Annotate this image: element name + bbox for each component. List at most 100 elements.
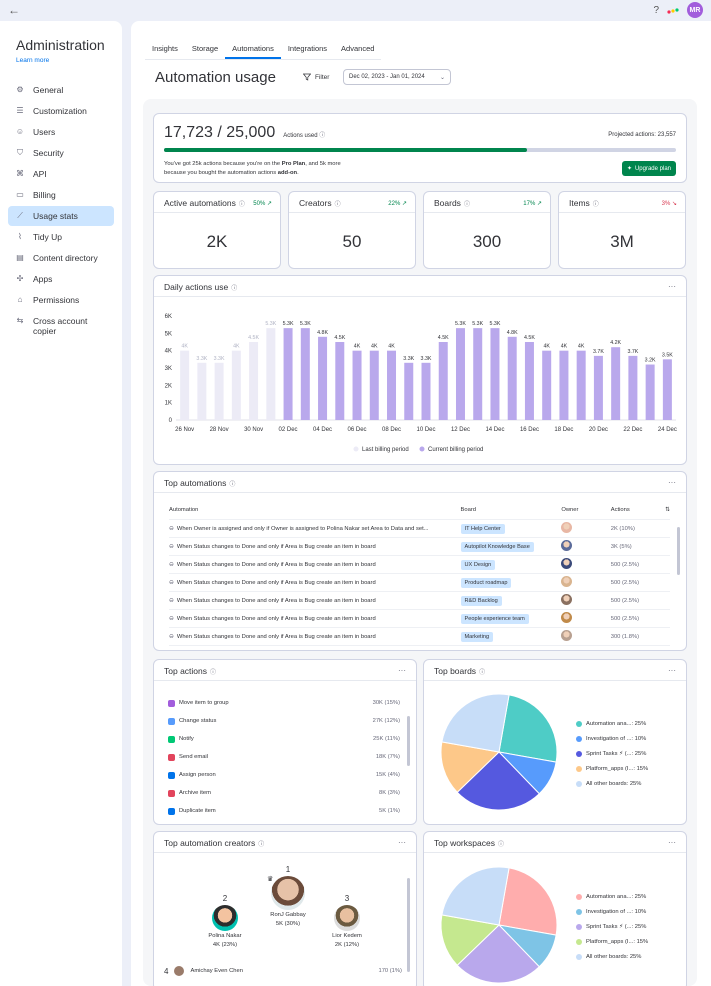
tab-storage[interactable]: Storage <box>191 44 219 53</box>
bar[interactable] <box>266 328 276 420</box>
tab-integrations[interactable]: Integrations <box>287 44 328 53</box>
bar[interactable] <box>473 328 483 420</box>
tab-insights[interactable]: Insights <box>152 44 178 53</box>
avatar[interactable] <box>561 540 573 551</box>
sidebar-item-cross-account-copier[interactable]: ⇆ Cross account copier <box>8 311 114 341</box>
avatar[interactable] <box>561 630 573 641</box>
table-row[interactable]: ⊖ When Status changes to Done and only if… <box>169 592 670 610</box>
bar[interactable] <box>318 336 328 420</box>
user-avatar[interactable]: MR <box>687 2 703 18</box>
sidebar-item-usage-stats[interactable]: ⟋ Usage stats <box>8 206 114 226</box>
bar[interactable] <box>214 362 224 420</box>
bar[interactable] <box>387 350 397 420</box>
bar[interactable] <box>197 362 207 420</box>
lock-icon: ⌂ <box>17 295 23 304</box>
avatar[interactable] <box>561 576 573 587</box>
board-tag[interactable]: UX Design <box>460 559 496 570</box>
avatar[interactable] <box>561 612 573 623</box>
bar[interactable] <box>576 350 586 420</box>
list-item[interactable]: Assign person 15K (4%) <box>168 766 400 784</box>
avatar[interactable] <box>561 558 573 569</box>
board-tag[interactable]: Autopilot Knowledge Base <box>460 541 534 552</box>
avatar[interactable] <box>212 905 238 931</box>
sidebar-item-customization[interactable]: ☰ Customization <box>8 101 114 121</box>
bar[interactable] <box>369 350 379 420</box>
table-row[interactable]: ⊖ When Status changes to Done and only if… <box>169 538 670 556</box>
sidebar-item-tidy-up[interactable]: ⌇ Tidy Up <box>8 227 114 247</box>
sidebar-item-content-directory[interactable]: ▤ Content directory <box>8 248 114 268</box>
more-options-icon[interactable]: ··· <box>668 666 676 675</box>
bar[interactable] <box>524 342 534 420</box>
list-scrollbar[interactable] <box>407 878 410 972</box>
sidebar-item-permissions[interactable]: ⌂ Permissions <box>8 290 114 310</box>
bar[interactable] <box>300 328 310 420</box>
bar[interactable] <box>249 342 259 420</box>
bar[interactable] <box>645 364 655 420</box>
table-scrollbar[interactable] <box>677 527 680 575</box>
more-options-icon[interactable]: ··· <box>668 838 676 847</box>
bar[interactable] <box>455 328 465 420</box>
sidebar-item-api[interactable]: ⌘ API <box>8 164 114 184</box>
more-options-icon[interactable]: ··· <box>398 666 406 675</box>
tab-automations[interactable]: Automations <box>225 41 281 59</box>
avatar[interactable] <box>271 876 305 910</box>
table-row[interactable]: ⊖ When Status changes to Done and only if… <box>169 556 670 574</box>
sidebar-item-billing[interactable]: ▭ Billing <box>8 185 114 205</box>
bar[interactable] <box>404 362 414 420</box>
table-row[interactable]: ⊖ When Status changes to Done and only if… <box>169 574 670 592</box>
bar[interactable] <box>628 355 638 420</box>
upgrade-plan-button[interactable]: ✦ Upgrade plan <box>621 161 676 176</box>
bar[interactable] <box>542 350 552 420</box>
bar[interactable] <box>283 328 293 420</box>
avatar[interactable] <box>334 905 360 931</box>
sort-icon[interactable]: ⇅ <box>665 506 671 513</box>
list-item[interactable]: Duplicate item 5K (1%) <box>168 802 400 818</box>
board-tag[interactable]: Product roadmap <box>460 577 512 588</box>
more-options-icon[interactable]: ··· <box>398 838 406 847</box>
bar[interactable] <box>438 342 448 420</box>
more-options-icon[interactable]: ··· <box>668 478 676 487</box>
board-tag[interactable]: Marketing <box>460 631 494 642</box>
bar[interactable] <box>490 328 500 420</box>
sidebar-item-users[interactable]: ☺ Users <box>8 122 114 142</box>
tab-advanced[interactable]: Advanced <box>341 44 375 53</box>
list-item[interactable]: Archive item 8K (3%) <box>168 784 400 802</box>
bar[interactable] <box>507 336 517 420</box>
table-row[interactable]: ⊖ When Status changes to Done and only if… <box>169 628 670 646</box>
list-item[interactable]: Send email 18K (7%) <box>168 748 400 766</box>
sidebar-item-apps[interactable]: ✣ Apps <box>8 269 114 289</box>
bar[interactable] <box>335 342 345 420</box>
board-tag[interactable]: IT Help Center <box>460 523 505 534</box>
stat-change: 3% ↘ <box>661 201 677 207</box>
avatar[interactable] <box>561 594 573 605</box>
table-row[interactable]: ⊖ When Status changes to Done and only if… <box>169 610 670 628</box>
arrow-left-icon[interactable]: ← <box>8 3 20 17</box>
trend-up-icon: ↗ <box>535 201 542 207</box>
bar[interactable] <box>421 362 431 420</box>
bar[interactable] <box>593 355 603 420</box>
sidebar-item-label: Billing <box>33 190 56 200</box>
bar[interactable] <box>231 350 241 420</box>
more-options-icon[interactable]: ··· <box>668 282 676 291</box>
learn-more-link[interactable]: Learn more <box>16 57 50 64</box>
bar[interactable] <box>180 350 190 420</box>
help-icon[interactable]: ? <box>653 4 659 16</box>
sidebar-item-security[interactable]: ⛉ Security <box>8 143 114 163</box>
list-item[interactable]: Move item to group 30K (15%) <box>168 694 400 712</box>
bar[interactable] <box>352 350 362 420</box>
bar[interactable] <box>559 350 569 420</box>
list-item[interactable]: Notify 25K (11%) <box>168 730 400 748</box>
filter-button[interactable]: Filter <box>303 73 329 81</box>
board-tag[interactable]: People experience team <box>460 613 529 624</box>
sidebar-item-label: Apps <box>33 274 53 284</box>
bar[interactable] <box>611 347 621 420</box>
date-range-picker[interactable]: Dec 02, 2023 - Jan 01, 2024 ⌄ <box>343 69 451 85</box>
list-item[interactable]: Change status 27K (12%) <box>168 712 400 730</box>
board-tag[interactable]: R&D Backlog <box>460 595 502 606</box>
bar[interactable] <box>662 359 672 420</box>
avatar[interactable] <box>174 966 185 976</box>
table-row[interactable]: ⊖ When Owner is assigned and only if Owne… <box>169 520 670 538</box>
sidebar-item-general[interactable]: ⚙ General <box>8 80 114 100</box>
list-scrollbar[interactable] <box>407 716 410 766</box>
avatar[interactable] <box>561 522 573 533</box>
